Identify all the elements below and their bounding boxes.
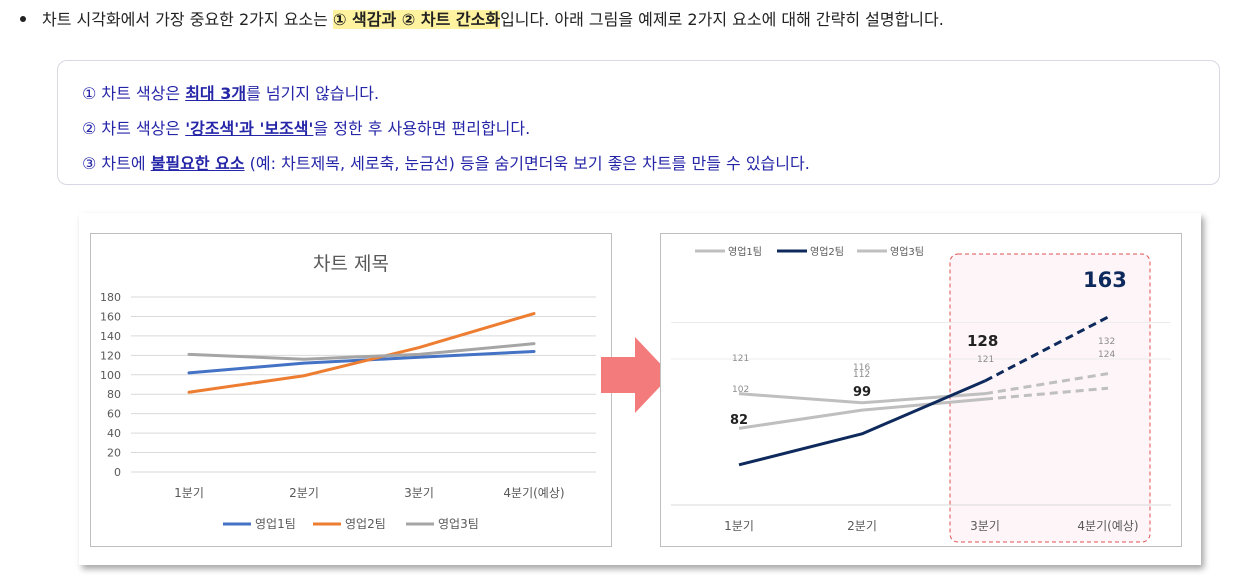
chart-title: 차트 제목 <box>313 253 389 275</box>
data-label: 163 <box>1083 268 1127 292</box>
data-label: 102 <box>732 385 749 395</box>
y-tick-label: 0 <box>114 466 121 479</box>
data-label: 112 <box>853 370 870 380</box>
series-line-3 <box>187 342 536 361</box>
x-tick-label: 3분기 <box>404 486 434 500</box>
improved-chart-frame: 영업1팀 영업2팀 영업3팀 102 121 116 112 121 132 124 82 99 128… <box>660 233 1182 547</box>
data-label: 99 <box>853 385 871 400</box>
comparison-figure: 차트 제목 0 20 40 60 80 100 120 140 160 180 1분기 2분기 3분기 4분… <box>79 213 1201 565</box>
series-forecast-3 <box>984 372 1109 396</box>
data-label: 132 <box>1098 337 1115 347</box>
data-label: 82 <box>730 413 748 428</box>
legend-label: 영업2팀 <box>345 517 386 531</box>
series-forecast-2 <box>984 315 1109 383</box>
data-label: 121 <box>977 355 994 365</box>
series-forecast-1 <box>984 386 1109 401</box>
tip-1: ① 차트 색상은 최대 3개를 넘기지 않습니다. <box>82 80 379 104</box>
transform-arrow-icon <box>601 337 671 413</box>
original-chart: 차트 제목 0 20 40 60 80 100 120 140 160 180 1분기 2분기 3분기 4분… <box>100 253 596 531</box>
intro-text-before: 차트 시각화에서 가장 중요한 2가지 요소는 <box>42 10 333 29</box>
y-tick-label: 40 <box>107 427 121 440</box>
data-label: 121 <box>732 354 749 364</box>
y-tick-label: 180 <box>100 291 121 304</box>
original-chart-frame: 차트 제목 0 20 40 60 80 100 120 140 160 180 1분기 2분기 3분기 4분… <box>90 233 612 547</box>
tip-3: ③ 차트에 불필요한 요소 (예: 차트제목, 세로축, 눈금선) 등을 숨기면… <box>82 150 810 174</box>
series-line-2 <box>187 312 536 394</box>
x-tick-label: 1분기 <box>724 519 754 533</box>
x-tick-label: 3분기 <box>970 519 1000 533</box>
highlight-region <box>949 253 1151 543</box>
tip-3-emphasis: 불필요한 요소 <box>150 154 245 173</box>
tip-1-before: ① 차트 색상은 <box>82 84 186 103</box>
y-tick-label: 160 <box>100 310 121 323</box>
tip-2-before: ② 차트 색상은 <box>82 119 186 138</box>
tip-1-emphasis: 최대 3개 <box>185 84 247 103</box>
y-tick-label: 20 <box>107 447 121 460</box>
y-tick-label: 60 <box>107 408 121 421</box>
legend-label: 영업3팀 <box>438 517 479 531</box>
x-tick-label: 4분기(예상) <box>1077 519 1138 533</box>
x-tick-label: 4분기(예상) <box>503 486 564 500</box>
tips-box: ① 차트 색상은 최대 3개를 넘기지 않습니다. ② 차트 색상은 '강조색'… <box>57 60 1220 185</box>
legend-label: 영업1팀 <box>255 517 296 531</box>
arrow-shape <box>601 337 671 413</box>
data-label: 124 <box>1098 350 1115 360</box>
tip-3-after: (예: 차트제목, 세로축, 눈금선) 등을 숨기면더욱 보기 좋은 차트를 만… <box>244 154 810 173</box>
y-tick-label: 140 <box>100 330 121 343</box>
y-tick-label: 100 <box>100 369 121 382</box>
y-tick-label: 120 <box>100 349 121 362</box>
data-label: 116 <box>853 363 870 373</box>
series-line-3 <box>738 392 986 405</box>
tip-3-before: ③ 차트에 <box>82 154 151 173</box>
intro-text-after: 입니다. 아래 그림을 예제로 2가지 요소에 대해 간략히 설명합니다. <box>500 10 944 29</box>
tip-2-emphasis: '강조색'과 '보조색' <box>185 119 314 138</box>
series-line-2 <box>738 379 986 467</box>
x-tick-label: 2분기 <box>847 519 877 533</box>
x-tick-label: 2분기 <box>289 486 319 500</box>
legend-label: 영업3팀 <box>890 245 924 258</box>
tip-1-after: 를 넘기지 않습니다. <box>246 84 380 103</box>
legend-label: 영업1팀 <box>728 245 762 258</box>
intro-highlight: ① 색감과 ② 차트 간소화 <box>332 10 501 29</box>
y-tick-label: 80 <box>107 388 121 401</box>
intro-paragraph: 차트 시각화에서 가장 중요한 2가지 요소는 ① 색감과 ② 차트 간소화입니… <box>20 8 944 32</box>
series-line-1 <box>738 397 986 430</box>
tip-2-after: 을 정한 후 사용하면 편리합니다. <box>313 119 531 138</box>
bullet-icon <box>20 15 26 22</box>
x-tick-label: 1분기 <box>174 486 204 500</box>
legend-label: 영업2팀 <box>810 245 844 258</box>
data-label: 128 <box>967 332 998 350</box>
tip-2: ② 차트 색상은 '강조색'과 '보조색'을 정한 후 사용하면 편리합니다. <box>82 115 530 139</box>
